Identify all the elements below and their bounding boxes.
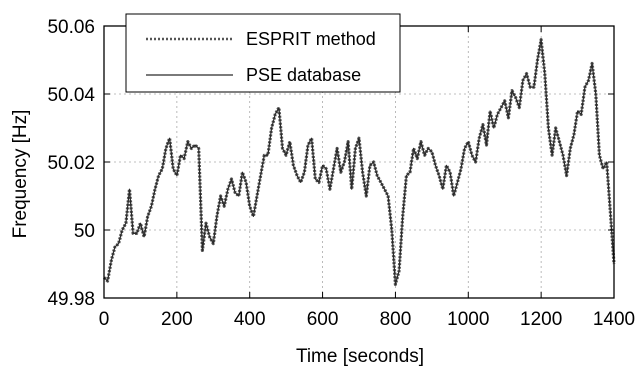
x-tick-label: 1400 (593, 309, 635, 330)
x-tick-label: 800 (380, 309, 412, 330)
legend-box (125, 13, 401, 93)
x-axis-label: Time [seconds] (296, 346, 424, 367)
series-line-pse-database (103, 38, 615, 285)
legend: ESPRIT method PSE database (125, 13, 401, 93)
y-tick-label: 49.98 (47, 289, 95, 310)
x-tick-label: 1200 (520, 309, 562, 330)
x-tick-label: 0 (99, 309, 110, 330)
x-tick-label: 1000 (447, 309, 489, 330)
x-tick-label: 400 (234, 309, 266, 330)
y-tick-label: 50.06 (47, 17, 95, 38)
tick-labels: 0 200 400 600 800 1000 1200 1400 49.98 50 50.02 50.… (47, 17, 635, 330)
y-axis-label: Frequency [Hz] (10, 110, 31, 239)
legend-label-pse: PSE database (246, 65, 361, 85)
x-tick-label: 600 (307, 309, 339, 330)
series-layer (102, 37, 616, 286)
x-tick-label: 200 (161, 309, 193, 330)
legend-label-esprit: ESPRIT method (246, 29, 376, 49)
y-tick-label: 50.04 (47, 85, 95, 106)
y-tick-label: 50 (74, 221, 95, 242)
y-tick-label: 50.02 (47, 153, 95, 174)
